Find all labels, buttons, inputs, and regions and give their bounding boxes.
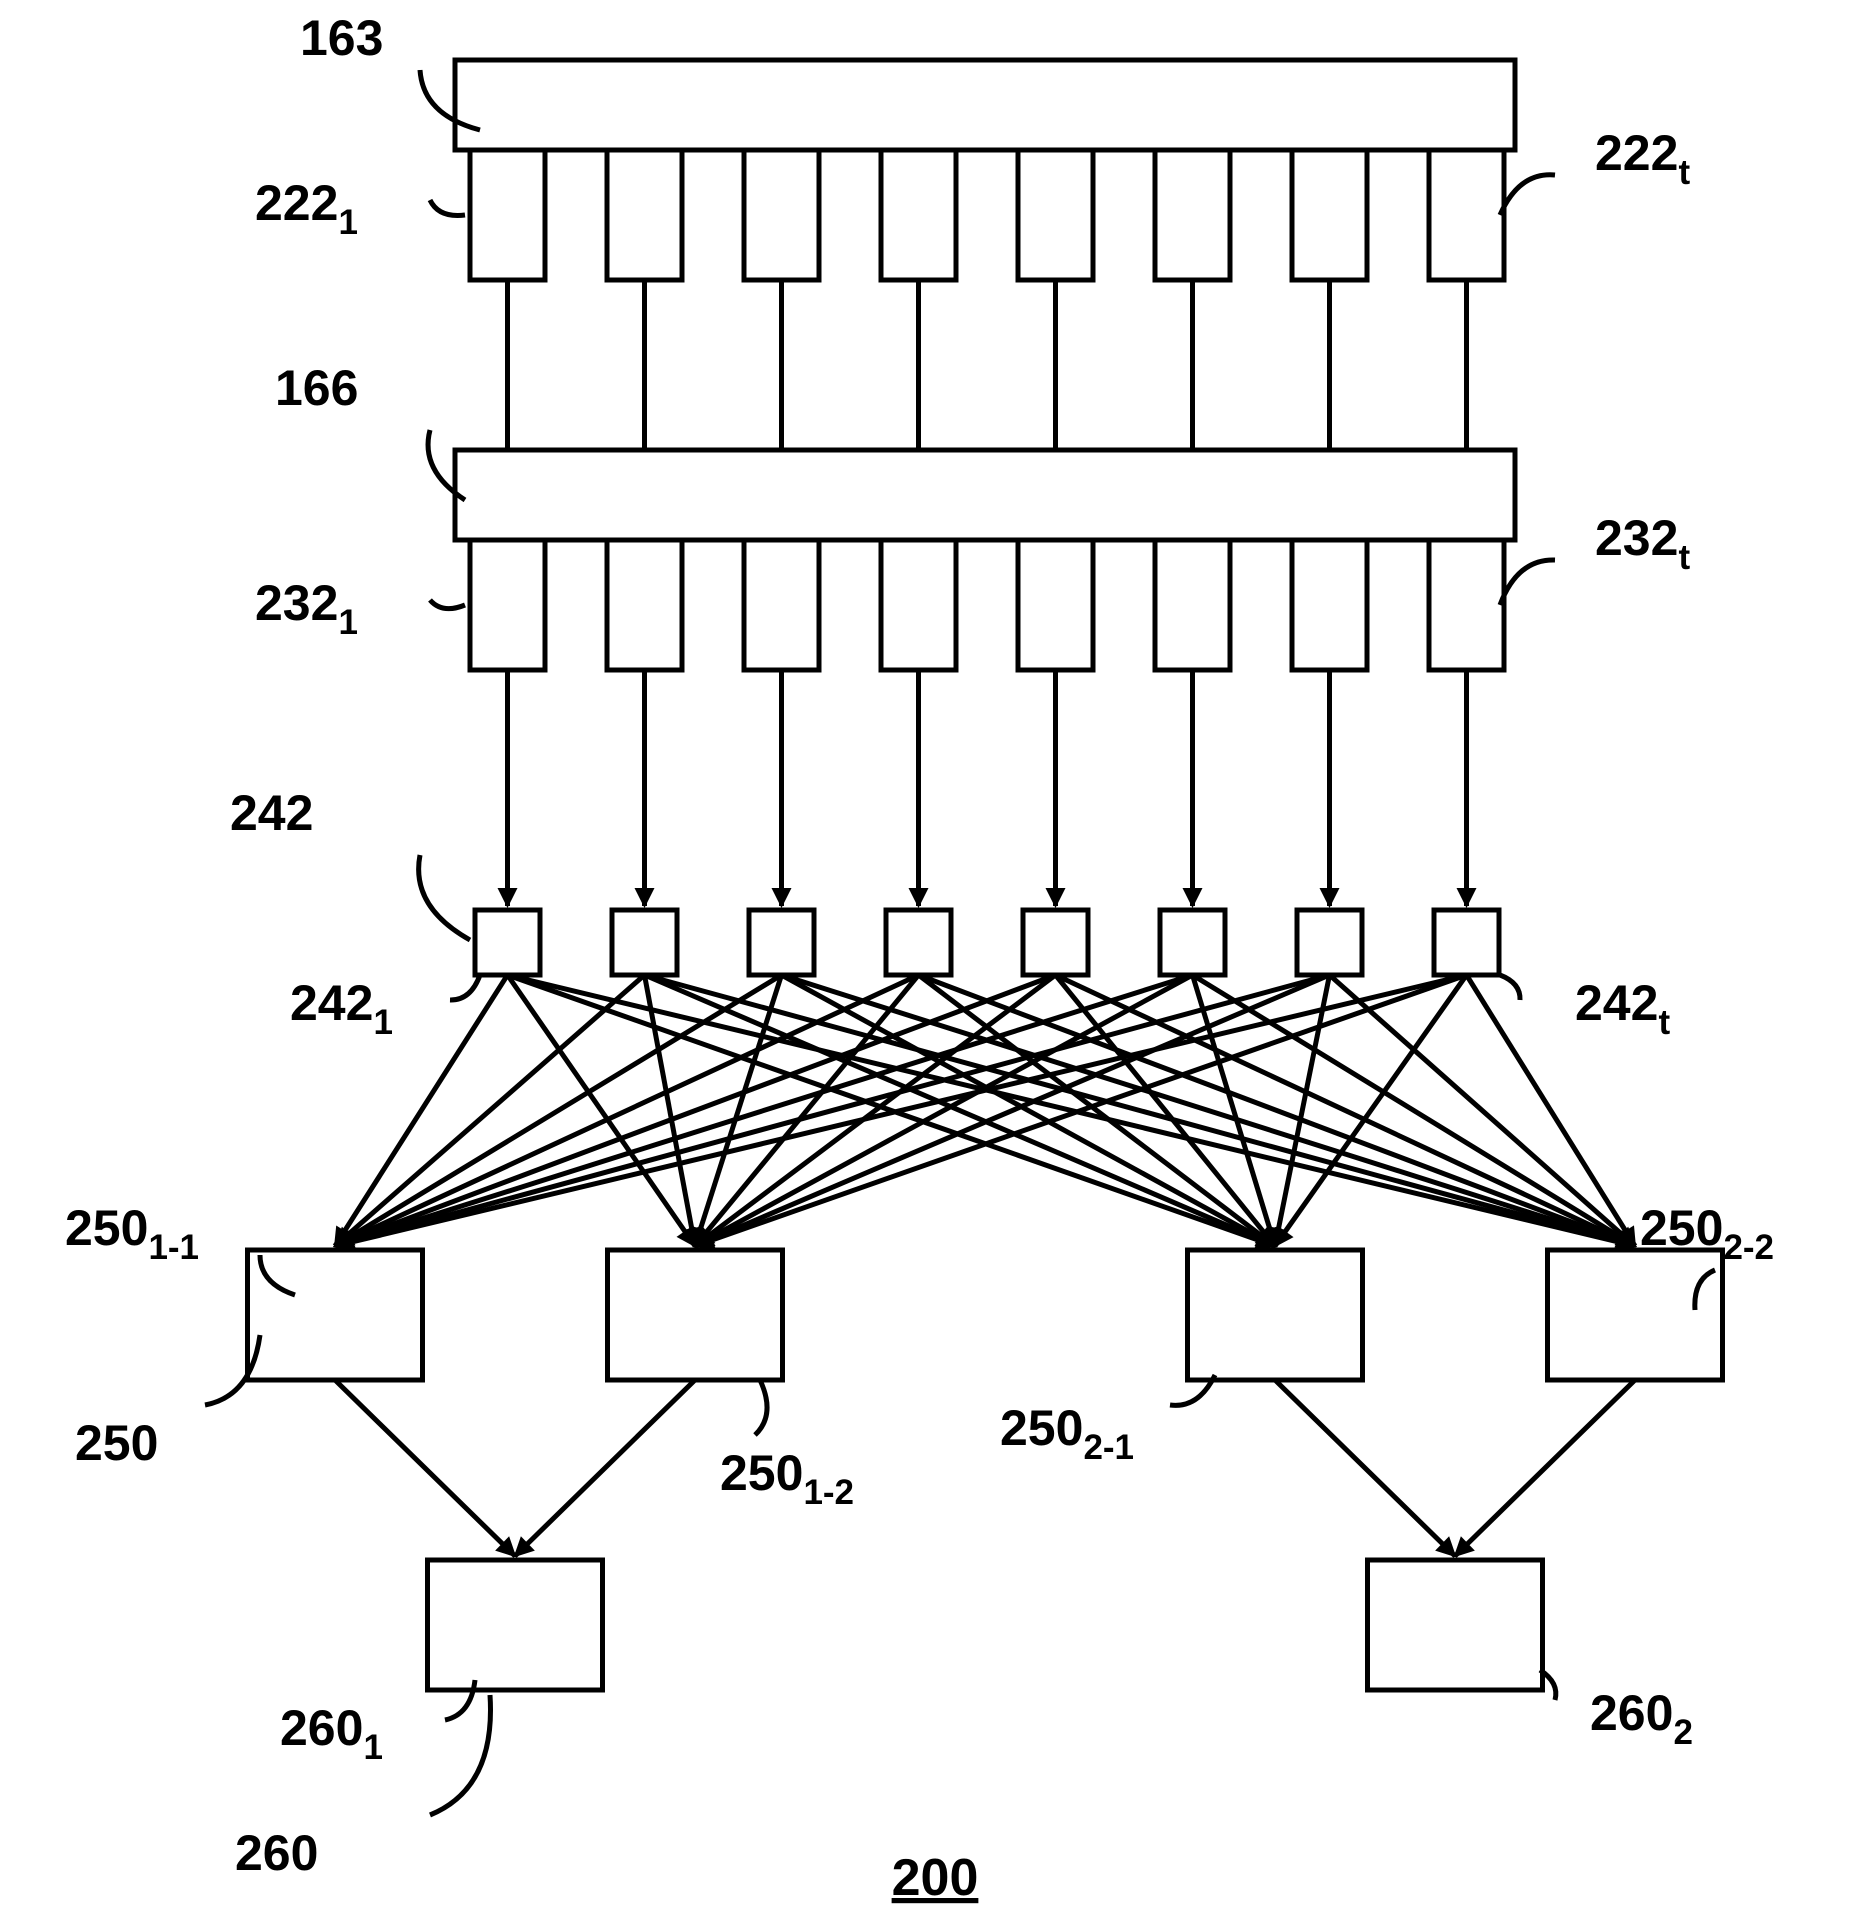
node-242-4 bbox=[886, 910, 951, 975]
bar-163 bbox=[455, 60, 1515, 150]
node-222-3 bbox=[744, 150, 819, 280]
bar-166 bbox=[455, 450, 1515, 540]
node-222-5 bbox=[1018, 150, 1093, 280]
node-250-1 bbox=[248, 1250, 423, 1380]
node-250-2 bbox=[608, 1250, 783, 1380]
node-250-4 bbox=[1548, 1250, 1723, 1380]
node-232-2 bbox=[607, 540, 682, 670]
node-242-7 bbox=[1297, 910, 1362, 975]
node-232-5 bbox=[1018, 540, 1093, 670]
node-232-6 bbox=[1155, 540, 1230, 670]
node-222-1 bbox=[470, 150, 545, 280]
label-163: 163 bbox=[300, 10, 383, 66]
node-222-7 bbox=[1292, 150, 1367, 280]
node-222-8 bbox=[1429, 150, 1504, 280]
label-260: 260 bbox=[235, 1825, 318, 1881]
node-242-1 bbox=[475, 910, 540, 975]
node-232-4 bbox=[881, 540, 956, 670]
label-250: 250 bbox=[75, 1415, 158, 1471]
node-232-1 bbox=[470, 540, 545, 670]
node-222-4 bbox=[881, 150, 956, 280]
node-260-1 bbox=[428, 1560, 603, 1690]
node-242-6 bbox=[1160, 910, 1225, 975]
node-232-3 bbox=[744, 540, 819, 670]
node-242-5 bbox=[1023, 910, 1088, 975]
label-166: 166 bbox=[275, 360, 358, 416]
node-250-3 bbox=[1188, 1250, 1363, 1380]
node-242-2 bbox=[612, 910, 677, 975]
node-260-2 bbox=[1368, 1560, 1543, 1690]
node-232-8 bbox=[1429, 540, 1504, 670]
node-242-3 bbox=[749, 910, 814, 975]
node-232-7 bbox=[1292, 540, 1367, 670]
figure-number: 200 bbox=[892, 1849, 979, 1907]
node-222-2 bbox=[607, 150, 682, 280]
label-242: 242 bbox=[230, 785, 313, 841]
node-242-8 bbox=[1434, 910, 1499, 975]
node-222-6 bbox=[1155, 150, 1230, 280]
